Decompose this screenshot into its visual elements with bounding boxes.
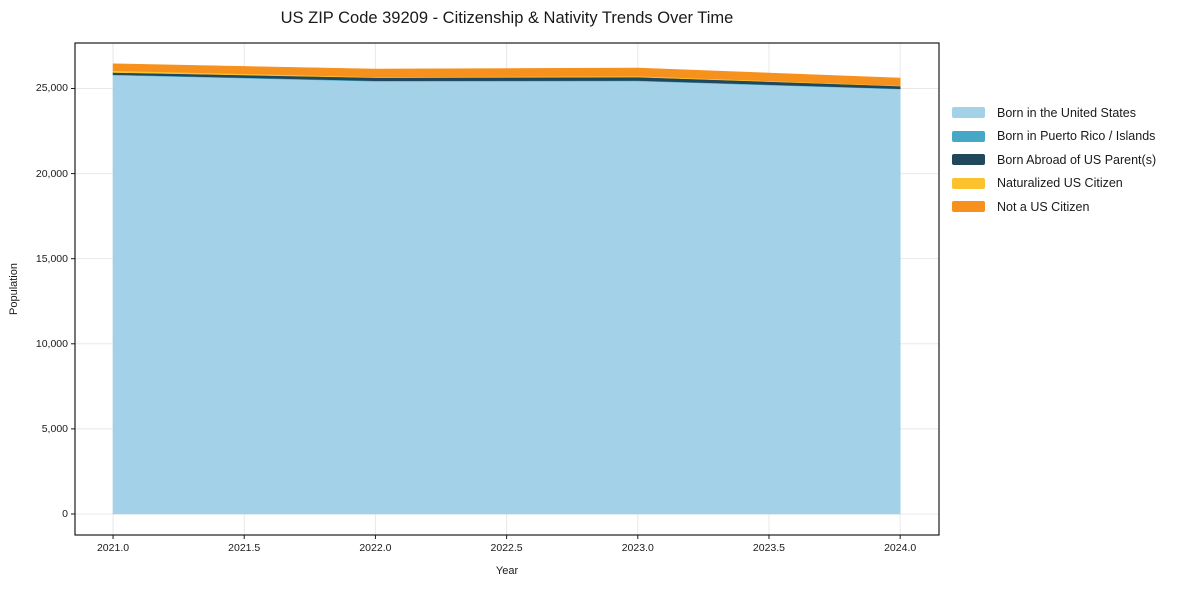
x-tick-label: 2022.0 bbox=[359, 542, 392, 554]
y-axis-label: Population bbox=[8, 263, 20, 315]
y-tick-label: 10,000 bbox=[35, 337, 68, 350]
legend-item: Born in the United States bbox=[952, 101, 1156, 125]
x-tick-label: 2024.0 bbox=[884, 542, 917, 554]
legend-item: Not a US Citizen bbox=[952, 195, 1156, 219]
x-tick-label: 2022.5 bbox=[490, 542, 523, 554]
y-tick-label: 15,000 bbox=[35, 252, 68, 265]
legend-item: Born Abroad of US Parent(s) bbox=[952, 148, 1156, 172]
legend-label: Not a US Citizen bbox=[997, 199, 1090, 214]
x-tick-label: 2023.0 bbox=[621, 542, 654, 554]
legend-swatch-naturalized bbox=[952, 177, 985, 189]
legend-swatch-born-abroad bbox=[952, 154, 985, 166]
legend-swatch-born-us bbox=[952, 107, 985, 119]
y-tick-label: 5,000 bbox=[41, 422, 68, 435]
legend-swatch-puerto-rico bbox=[952, 130, 985, 142]
legend: Born in the United States Born in Puerto… bbox=[952, 101, 1156, 219]
x-axis-label: Year bbox=[495, 565, 519, 577]
chart-title: US ZIP Code 39209 - Citizenship & Nativi… bbox=[280, 9, 734, 27]
area-series bbox=[112, 63, 901, 86]
x-tick-label: 2021.0 bbox=[96, 542, 130, 554]
legend-swatch-not-citizen bbox=[952, 201, 985, 213]
legend-item: Born in Puerto Rico / Islands bbox=[952, 125, 1156, 149]
x-tick-label: 2021.5 bbox=[228, 542, 261, 554]
legend-label: Born Abroad of US Parent(s) bbox=[997, 152, 1157, 167]
legend-label: Born in Puerto Rico / Islands bbox=[997, 129, 1156, 144]
x-tick-label: 2023.5 bbox=[752, 542, 786, 554]
area-series bbox=[112, 74, 901, 515]
y-tick-label: 20,000 bbox=[35, 167, 68, 180]
y-tick-label: 25,000 bbox=[35, 82, 68, 95]
legend-item: Naturalized US Citizen bbox=[952, 172, 1156, 196]
legend-label: Naturalized US Citizen bbox=[997, 176, 1123, 191]
y-tick-label: 0 bbox=[62, 507, 68, 520]
legend-label: Born in the United States bbox=[997, 105, 1136, 120]
